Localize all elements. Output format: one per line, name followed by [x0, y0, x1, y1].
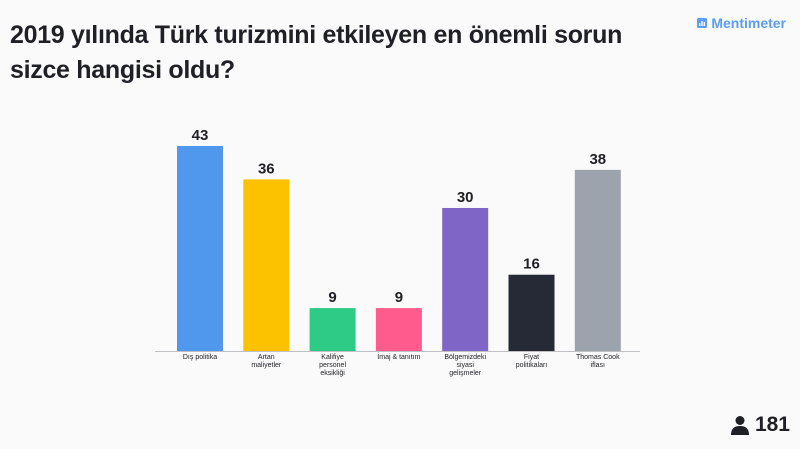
- category-label: Fiyat: [524, 354, 539, 361]
- category-label: siyasi: [456, 362, 474, 369]
- bar-value-label: 9: [328, 289, 336, 306]
- category-label: Dış politika: [183, 354, 217, 361]
- bar-value-label: 36: [258, 160, 275, 177]
- category-label: personel: [319, 362, 346, 369]
- category-label: iflası: [591, 362, 605, 369]
- respondent-counter: 181: [730, 413, 790, 437]
- person-icon: [730, 416, 749, 435]
- mentimeter-logo: Mentimeter: [697, 15, 786, 31]
- bar-value-label: 9: [395, 289, 403, 306]
- category-label: Kalifiye: [321, 354, 344, 361]
- category-label: Bölgemizdeki: [444, 354, 486, 361]
- category-label: Thomas Cook: [576, 354, 620, 361]
- bar: [442, 207, 489, 351]
- brand-name: Mentimeter: [711, 15, 786, 31]
- question-line-2: sizce hangisi oldu?: [10, 56, 235, 84]
- bar-value-label: 16: [523, 256, 540, 273]
- bar: [309, 308, 356, 351]
- bar: [375, 308, 422, 351]
- category-label: Artan: [258, 354, 275, 361]
- category-label: maliyetler: [251, 362, 282, 369]
- category-label: politikaları: [516, 362, 548, 369]
- bar: [574, 169, 621, 351]
- bar: [243, 179, 290, 351]
- question-line-1: 2019 yılında Türk turizmini etkileyen en…: [10, 21, 623, 49]
- category-label: eksikliği: [320, 370, 345, 377]
- bar-value-label: 38: [589, 151, 606, 168]
- bar-chart-icon: [697, 18, 708, 28]
- category-label: İmaj & tanıtım: [377, 352, 420, 361]
- respondent-count: 181: [754, 413, 790, 436]
- bar: [177, 146, 223, 351]
- bar: [508, 274, 555, 351]
- bar-value-label: 30: [457, 189, 474, 206]
- category-label: gelişmeler: [449, 370, 482, 377]
- bar-value-label: 43: [192, 127, 209, 144]
- question-title: 2019 yılında Türk turizmini etkileyen en…: [10, 18, 670, 88]
